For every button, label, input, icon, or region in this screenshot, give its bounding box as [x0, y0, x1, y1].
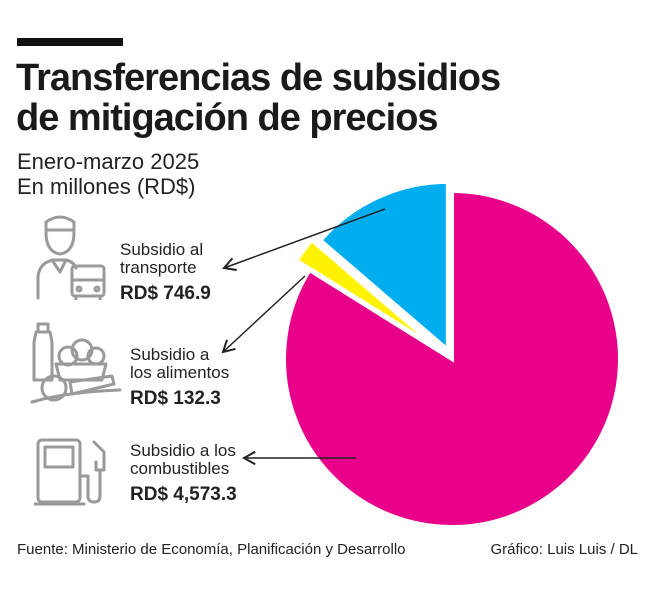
label-food-line1: Subsidio a: [130, 345, 210, 364]
driver-bus-icon: [36, 215, 106, 300]
leader-transport: [222, 208, 386, 271]
gas-pump-icon: [34, 438, 106, 506]
header-rule: [17, 38, 123, 46]
label-fuel-line2: combustibles: [130, 459, 230, 478]
source-note: Fuente: Ministerio de Economía, Planific…: [17, 541, 406, 558]
label-transport: Subsidio al transporte RD$ 746.9: [120, 240, 270, 304]
value-transport: RD$ 746.9: [120, 283, 211, 304]
pie-slice-food: [293, 237, 441, 352]
label-transport-line2: transporte: [120, 258, 197, 277]
credit-note: Gráfico: Luis Luis / DL: [490, 541, 638, 558]
label-fuel-line1: Subsidio a los: [130, 441, 236, 460]
label-transport-line1: Subsidio al: [120, 240, 204, 259]
pie-slice-transport: [317, 179, 450, 355]
chart-subtitle: Enero-marzo 2025 En millones (RD$): [17, 149, 199, 199]
value-fuel: RD$ 4,573.3: [130, 484, 237, 505]
value-food: RD$ 132.3: [130, 388, 221, 409]
label-food: Subsidio a los alimentos RD$ 132.3: [130, 345, 280, 409]
label-fuel: Subsidio a los combustibles RD$ 4,573.3: [130, 441, 280, 505]
chart-title: Transferencias de subsidios de mitigació…: [16, 58, 636, 138]
groceries-icon: [30, 322, 122, 404]
subtitle-period: Enero-marzo 2025: [17, 149, 200, 174]
subtitle-units: En millones (RD$): [17, 174, 196, 199]
chart-title-line2: de mitigación de precios: [16, 97, 439, 139]
chart-title-line1: Transferencias de subsidios: [16, 57, 501, 99]
leader-food: [221, 275, 306, 354]
label-food-line2: los alimentos: [130, 363, 230, 382]
pie-slice-fuel: [282, 188, 622, 529]
